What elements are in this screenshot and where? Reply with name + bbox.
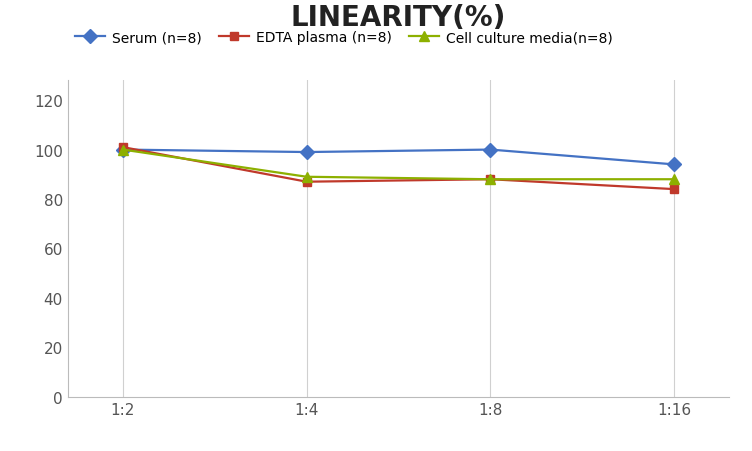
Serum (n=8) bbox=[486, 147, 495, 153]
EDTA plasma (n=8) bbox=[118, 145, 127, 151]
Line: Cell culture media(n=8): Cell culture media(n=8) bbox=[118, 145, 679, 185]
Title: LINEARITY(%): LINEARITY(%) bbox=[291, 4, 506, 32]
Line: Serum (n=8): Serum (n=8) bbox=[118, 145, 679, 170]
EDTA plasma (n=8) bbox=[670, 187, 679, 193]
Cell culture media(n=8) bbox=[486, 177, 495, 183]
Cell culture media(n=8) bbox=[118, 147, 127, 153]
Cell culture media(n=8) bbox=[302, 175, 311, 180]
Cell culture media(n=8) bbox=[670, 177, 679, 183]
Line: EDTA plasma (n=8): EDTA plasma (n=8) bbox=[119, 143, 678, 194]
EDTA plasma (n=8) bbox=[302, 179, 311, 185]
Serum (n=8) bbox=[118, 147, 127, 153]
Serum (n=8) bbox=[302, 150, 311, 156]
EDTA plasma (n=8) bbox=[486, 177, 495, 183]
Serum (n=8) bbox=[670, 162, 679, 168]
Legend: Serum (n=8), EDTA plasma (n=8), Cell culture media(n=8): Serum (n=8), EDTA plasma (n=8), Cell cul… bbox=[74, 31, 613, 45]
